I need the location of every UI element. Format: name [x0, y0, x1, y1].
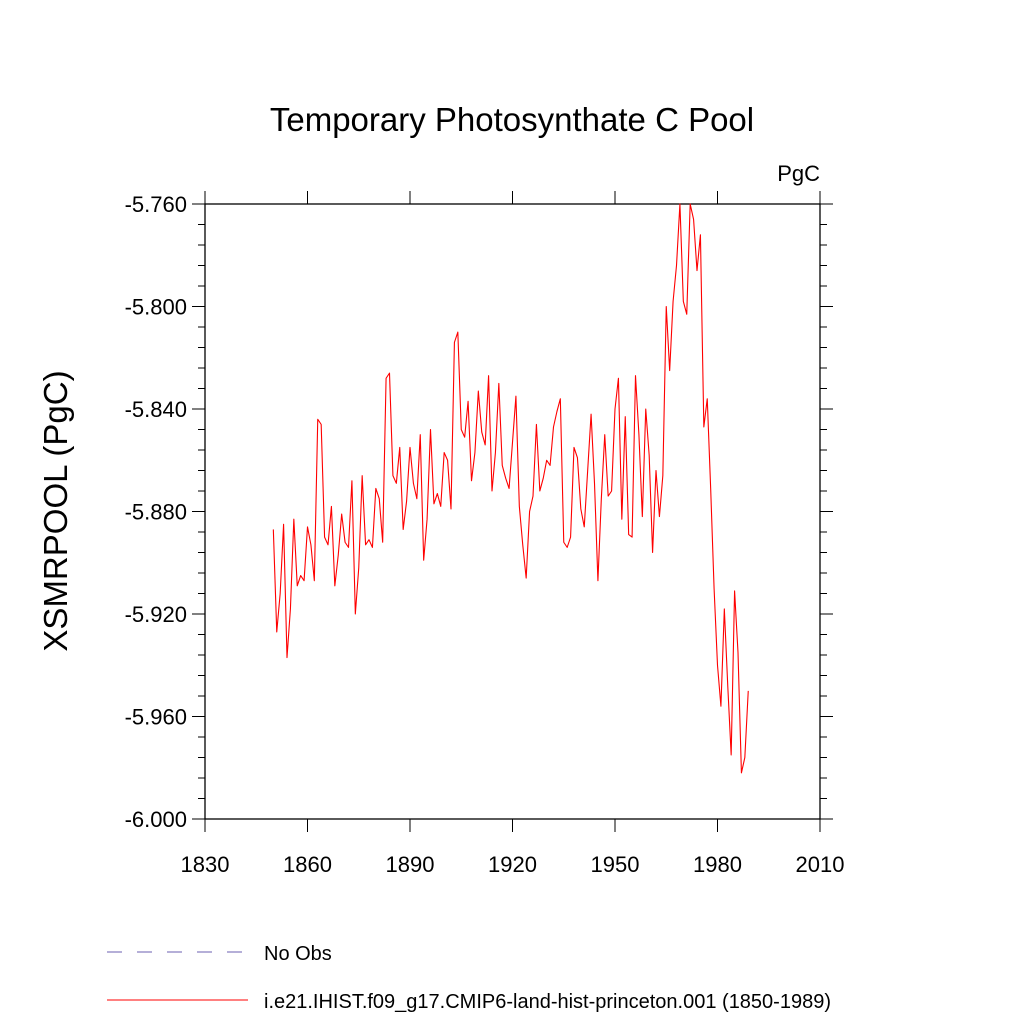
legend: No Obs i.e21.IHIST.f09_g17.CMIP6-land-his… — [107, 943, 831, 1013]
x-tick-label: 1860 — [283, 852, 332, 877]
legend-label: i.e21.IHIST.f09_g17.CMIP6-land-hist-prin… — [264, 991, 831, 1013]
plot-frame — [204, 203, 821, 820]
y-tick-label: -6.000 — [125, 807, 187, 832]
x-tick-label: 1830 — [181, 852, 230, 877]
x-tick-label: 2010 — [796, 852, 845, 877]
axis-ticks — [192, 191, 833, 832]
y-tick-label: -5.840 — [125, 397, 187, 422]
units-label: PgC — [777, 161, 820, 186]
y-tick-label: -5.800 — [125, 295, 187, 320]
chart-title: Temporary Photosynthate C Pool — [270, 101, 754, 138]
series-line — [272, 203, 749, 774]
series-layer — [272, 203, 749, 774]
x-tick-label: 1980 — [693, 852, 742, 877]
tick-labels: -6.000 -5.960 -5.920 -5.880 -5.840 -5.800 -5.7… — [125, 192, 845, 877]
x-tick-label: 1920 — [488, 852, 537, 877]
legend-label: No Obs — [264, 943, 332, 965]
x-tick-label: 1890 — [386, 852, 435, 877]
y-axis-label: XSMRPOOL (PgC) — [37, 370, 74, 651]
plot-area — [204, 203, 821, 820]
y-tick-label: -5.920 — [125, 602, 187, 627]
x-tick-label: 1950 — [591, 852, 640, 877]
y-tick-label: -5.880 — [125, 500, 187, 525]
y-tick-label: -5.960 — [125, 705, 187, 730]
y-tick-label: -5.760 — [125, 192, 187, 217]
